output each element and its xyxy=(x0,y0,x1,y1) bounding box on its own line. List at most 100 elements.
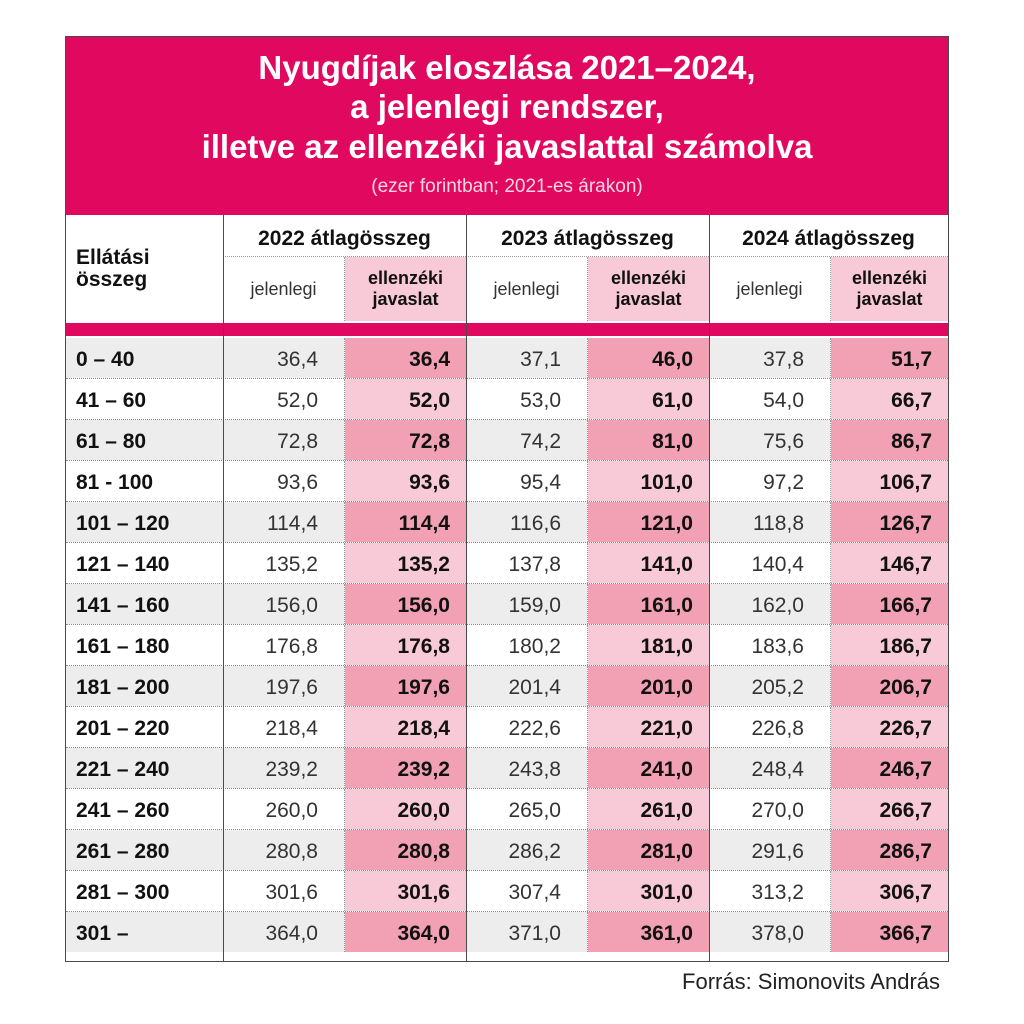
cell-divider-1 xyxy=(344,502,345,542)
title-line-1: Nyugdíjak eloszlása 2021–2024, xyxy=(258,49,756,86)
year-header-underline-3 xyxy=(709,256,948,257)
subheader-proposal-line-2: javaslat xyxy=(856,289,923,309)
current-value-cell: 159,0 xyxy=(467,584,587,624)
cell-divider-2 xyxy=(587,748,588,788)
cell-divider-3 xyxy=(830,543,831,583)
table-row: 181 – 200 197,6 197,6 201,4 201,0 205,2 206,7 xyxy=(66,666,948,707)
current-value-cell: 176,8 xyxy=(265,635,318,658)
range-cell: 301 – xyxy=(66,912,223,952)
subheader-divider-3 xyxy=(830,257,831,321)
range-cell: 281 – 300 xyxy=(76,881,170,904)
proposal-value-cell: 266,7 xyxy=(831,789,948,829)
proposal-value-cell: 146,7 xyxy=(831,543,948,583)
proposal-value-cell: 46,0 xyxy=(588,338,709,378)
subheader-proposal-3: ellenzéki javaslat xyxy=(831,257,948,321)
current-value-cell: 72,8 xyxy=(224,420,344,460)
title-line-2: a jelenlegi rendszer, xyxy=(350,88,664,125)
cell-divider-1 xyxy=(344,830,345,870)
current-value-cell: 156,0 xyxy=(224,584,344,624)
proposal-value-cell: 197,6 xyxy=(345,666,466,706)
proposal-value-cell: 221,0 xyxy=(588,707,709,747)
current-value-cell: 226,8 xyxy=(751,717,804,740)
year-header-underline-2 xyxy=(466,256,709,257)
table-row: 301 –364,0 364,0 371,0 361,0 378,0 366,7 xyxy=(66,912,948,953)
proposal-value-cell: 364,0 xyxy=(345,912,466,952)
range-cell: 201 – 220 xyxy=(76,717,170,740)
proposal-value-cell: 201,0 xyxy=(588,666,709,706)
cell-divider-1 xyxy=(344,338,345,378)
subheader-proposal-line-1: ellenzéki xyxy=(610,268,687,288)
current-value-cell: 201,4 xyxy=(467,666,587,706)
cell-divider-2 xyxy=(587,420,588,460)
cell-divider-1 xyxy=(344,789,345,829)
cell-divider-1 xyxy=(344,871,345,911)
cell-divider-1 xyxy=(344,666,345,706)
cell-divider-1 xyxy=(344,420,345,460)
proposal-value-cell: 241,0 xyxy=(588,748,709,788)
header-divider-band xyxy=(66,323,948,336)
title-line-3: illetve az ellenzéki javaslattal számolv… xyxy=(201,128,813,165)
proposal-value-cell: 280,8 xyxy=(345,830,466,870)
current-value-cell: 222,6 xyxy=(508,717,561,740)
proposal-value-cell: 176,8 xyxy=(345,625,466,665)
current-value-cell: 118,8 xyxy=(710,502,830,542)
cell-divider-3 xyxy=(830,789,831,829)
current-value-cell: 270,0 xyxy=(751,799,804,822)
current-value-cell: 197,6 xyxy=(224,666,344,706)
cell-divider-2 xyxy=(587,666,588,706)
proposal-value-cell: 186,7 xyxy=(831,625,948,665)
cell-divider-2 xyxy=(587,379,588,419)
proposal-value-cell: 361,0 xyxy=(588,912,709,952)
subheader-proposal-text: ellenzéki javaslat xyxy=(611,268,686,310)
proposal-value-cell: 281,0 xyxy=(588,830,709,870)
row-header-line-1: Ellátási xyxy=(76,246,150,269)
cell-divider-2 xyxy=(587,502,588,542)
year-header-2: 2023 átlagösszeg xyxy=(501,227,674,250)
range-cell: 41 – 60 xyxy=(76,389,147,412)
proposal-value-cell: 301,6 xyxy=(345,871,466,911)
current-value-cell: 286,2 xyxy=(467,830,587,870)
year-header-underline-1 xyxy=(223,256,466,257)
range-cell: 81 - 100 xyxy=(76,471,154,494)
proposal-value-cell: 72,8 xyxy=(345,420,466,460)
proposal-value-cell: 260,0 xyxy=(345,789,466,829)
year-header-1: 2022 átlagösszeg xyxy=(258,227,431,250)
cell-divider-1 xyxy=(344,748,345,788)
range-cell: 141 – 160 xyxy=(66,584,223,624)
current-value-cell: 37,8 xyxy=(710,338,830,378)
proposal-value-cell: 101,0 xyxy=(588,461,709,501)
proposal-value-cell: 114,4 xyxy=(345,502,466,542)
current-value-cell: 140,4 xyxy=(751,553,804,576)
range-cell: 101 – 120 xyxy=(66,502,223,542)
proposal-value-cell: 246,7 xyxy=(831,748,948,788)
range-cell: 241 – 260 xyxy=(76,799,170,822)
table-row: 161 – 180 176,8 176,8 180,2 181,0 183,6 186,7 xyxy=(66,625,948,666)
proposal-value-cell: 135,2 xyxy=(345,543,466,583)
proposal-value-cell: 141,0 xyxy=(588,543,709,583)
cell-divider-2 xyxy=(587,830,588,870)
table-frame: Nyugdíjak eloszlása 2021–2024, a jelenle… xyxy=(65,36,949,962)
table-row: 221 – 240 239,2 239,2 243,8 241,0 248,4 246,7 xyxy=(66,748,948,789)
current-value-cell: 260,0 xyxy=(265,799,318,822)
cell-divider-1 xyxy=(344,379,345,419)
table-row: 281 – 300 301,6 301,6 307,4 301,0 313,2 306,7 xyxy=(66,871,948,912)
cell-divider-1 xyxy=(344,461,345,501)
current-value-cell: 183,6 xyxy=(751,635,804,658)
proposal-value-cell: 226,7 xyxy=(831,707,948,747)
current-value-cell: 54,0 xyxy=(763,389,804,412)
proposal-value-cell: 106,7 xyxy=(831,461,948,501)
subheader-proposal-line-1: ellenzéki xyxy=(851,268,928,288)
proposal-value-cell: 206,7 xyxy=(831,666,948,706)
row-divider xyxy=(66,460,948,461)
table-row: 101 – 120 114,4 114,4 116,6 121,0 118,8 126,7 xyxy=(66,502,948,543)
proposal-value-cell: 52,0 xyxy=(345,379,466,419)
cell-divider-3 xyxy=(830,830,831,870)
table-row: 261 – 280 280,8 280,8 286,2 281,0 291,6 286,7 xyxy=(66,830,948,871)
proposal-value-cell: 126,7 xyxy=(831,502,948,542)
current-value-cell: 36,4 xyxy=(224,338,344,378)
current-value-cell: 371,0 xyxy=(467,912,587,952)
row-divider xyxy=(66,542,948,543)
proposal-value-cell: 121,0 xyxy=(588,502,709,542)
subheader-proposal-line-2: javaslat xyxy=(615,289,682,309)
cell-divider-1 xyxy=(344,625,345,665)
